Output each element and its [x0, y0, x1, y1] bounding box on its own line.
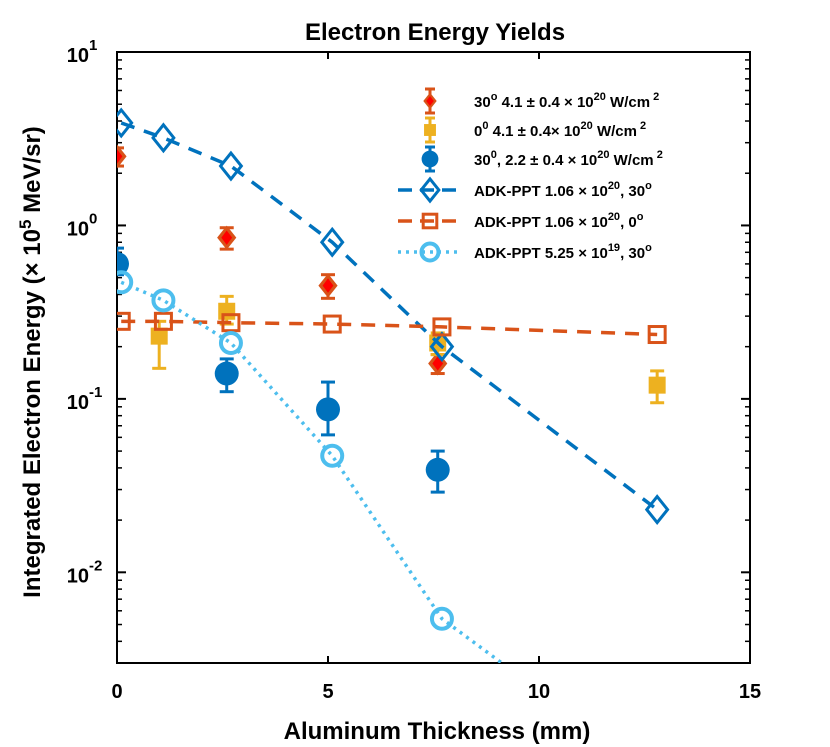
- series-1: [117, 144, 448, 376]
- data-point: [214, 357, 239, 394]
- data-point: [429, 331, 455, 363]
- series-3: [117, 246, 450, 494]
- data-point: [316, 380, 340, 437]
- chart-title: Electron Energy Yields: [305, 19, 565, 46]
- data-point-marker: [214, 361, 239, 386]
- x-tick-label: 5: [322, 681, 333, 703]
- data-point: [151, 122, 176, 154]
- y-tick-label-exponent: -1: [89, 384, 102, 401]
- data-point: [432, 317, 452, 337]
- data-point-marker: [319, 226, 345, 258]
- data-point-marker: [419, 241, 441, 263]
- data-point: [117, 144, 127, 169]
- data-point: [151, 288, 176, 313]
- y-axis-label: Integrated Electron Energy (× 105 MeV/sr…: [16, 126, 46, 598]
- data-point: [117, 107, 134, 139]
- data-point-marker: [432, 317, 452, 337]
- y-tick-label-exponent: 1: [89, 37, 97, 54]
- legend-label: 30o 4.1 ± 0.4 × 1020 W/cm 2: [474, 91, 659, 111]
- series-6: [117, 270, 505, 663]
- legend-entry-5: ADK-PPT 1.06 × 1020, 0o: [398, 211, 644, 231]
- legend-entry-6: ADK-PPT 5.25 × 1019, 30o: [398, 241, 652, 263]
- legend-entry-4: ADK-PPT 1.06 × 1020, 30o: [398, 176, 652, 204]
- data-point: [429, 606, 454, 631]
- data-point: [425, 449, 450, 494]
- y-tick-label-exponent: -2: [89, 557, 102, 574]
- data-point-marker-inner: [322, 278, 334, 293]
- data-point-marker: [117, 270, 134, 295]
- data-point-marker: [424, 124, 436, 136]
- data-point: [320, 443, 345, 468]
- data-point-marker: [419, 176, 441, 204]
- data-point: [322, 314, 342, 334]
- legend-label: 00 4.1 ± 0.4× 1020 W/cm 2: [474, 120, 646, 140]
- data-point-marker-inner: [426, 95, 434, 107]
- legend-label: ADK-PPT 1.06 × 1020, 30o: [474, 180, 652, 200]
- data-point-marker: [429, 331, 455, 363]
- legend-label: ADK-PPT 1.06 × 1020, 0o: [474, 211, 644, 231]
- data-point-marker: [218, 150, 244, 182]
- y-tick-label: 10: [67, 392, 89, 414]
- data-point-marker: [644, 494, 670, 525]
- data-point-marker: [151, 122, 176, 154]
- data-point: [318, 273, 338, 300]
- data-point-marker-inner: [117, 149, 123, 164]
- series-line: [120, 280, 505, 663]
- data-point: [117, 246, 129, 277]
- legend-entry-2: 00 4.1 ± 0.4× 1020 W/cm 2: [424, 116, 646, 144]
- data-point-marker-inner: [221, 230, 233, 245]
- legend-entry-1: 30o 4.1 ± 0.4 × 1020 W/cm 2: [423, 87, 659, 115]
- data-point-marker: [320, 443, 345, 468]
- series-layer: [117, 107, 670, 663]
- data-point-marker: [117, 311, 131, 331]
- data-point: [647, 325, 667, 345]
- y-tick-label-exponent: 0: [89, 210, 97, 227]
- legend: 30o 4.1 ± 0.4 × 1020 W/cm 2 00 4.1 ± 0.4×…: [398, 87, 663, 263]
- data-point-marker: [421, 150, 439, 168]
- data-point: [217, 225, 237, 251]
- data-point-marker: [429, 606, 454, 631]
- data-point-marker: [322, 314, 342, 334]
- data-point: [218, 150, 244, 182]
- data-point: [117, 270, 134, 295]
- legend-entry-3: 300, 2.2 ± 0.4 × 1020 W/cm 2: [421, 145, 663, 173]
- data-point-marker: [117, 251, 129, 276]
- data-point-marker: [316, 397, 340, 422]
- data-point-marker: [151, 288, 176, 313]
- data-point-marker: [153, 311, 173, 331]
- data-point: [648, 369, 666, 405]
- x-axis-label: Aluminum Thickness (mm): [284, 718, 591, 745]
- y-tick-label: 10: [67, 565, 89, 587]
- y-tick-label: 10: [67, 218, 89, 240]
- axes-box: [116, 51, 751, 664]
- series-4: [117, 107, 670, 525]
- series-5: [117, 311, 667, 345]
- data-point: [644, 494, 670, 525]
- data-point-marker: [150, 327, 168, 345]
- data-point: [117, 311, 131, 331]
- data-point-marker: [218, 330, 243, 355]
- data-point: [218, 330, 243, 355]
- data-point-marker: [421, 212, 439, 230]
- data-point: [153, 311, 173, 331]
- legend-label: 300, 2.2 ± 0.4 × 1020 W/cm 2: [474, 149, 663, 169]
- data-point-marker: [221, 313, 241, 333]
- data-point: [221, 313, 241, 333]
- legend-label: ADK-PPT 5.25 × 1019, 30o: [474, 242, 652, 262]
- data-point-marker: [647, 325, 667, 345]
- data-point-marker: [117, 107, 134, 139]
- x-tick-label: 15: [739, 681, 761, 703]
- x-tick-label: 0: [111, 681, 122, 703]
- y-tick-label: 10: [67, 45, 89, 67]
- data-point-marker: [218, 302, 236, 320]
- x-tick-label: 10: [528, 681, 550, 703]
- data-point-marker: [425, 457, 450, 482]
- data-point: [319, 226, 345, 258]
- data-point-marker: [648, 376, 666, 394]
